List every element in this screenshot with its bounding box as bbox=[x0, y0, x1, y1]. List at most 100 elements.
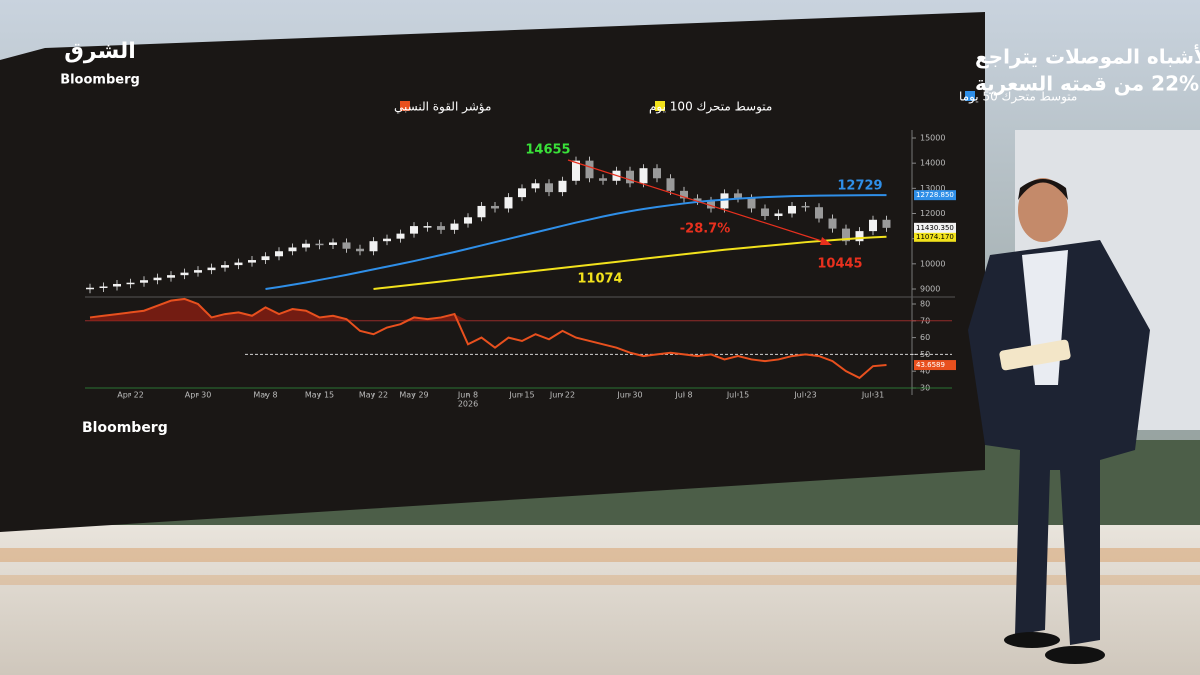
candle-body bbox=[99, 286, 108, 288]
candle-body bbox=[423, 226, 432, 228]
x-tick-label: Jul 23 bbox=[793, 391, 816, 400]
last-value-label: 11430.350 bbox=[916, 224, 954, 232]
y-tick-label: 12000 bbox=[920, 209, 945, 218]
light-strip bbox=[0, 575, 1200, 585]
y-tick-label: 10000 bbox=[920, 259, 945, 268]
rsi-tick-label: 60 bbox=[920, 333, 930, 342]
drop-arrow bbox=[567, 159, 829, 244]
x-tick-label: May 22 bbox=[359, 391, 388, 400]
legend-label: مؤشر القوة النسبي bbox=[394, 100, 491, 115]
last-value-box bbox=[914, 231, 956, 242]
shoe bbox=[1045, 646, 1105, 664]
series-line bbox=[89, 297, 887, 380]
candle-body bbox=[342, 242, 351, 249]
candle-body bbox=[518, 188, 526, 198]
legend-swatch bbox=[400, 101, 410, 111]
x-tick-label: Apr 22 bbox=[117, 391, 144, 400]
candle-body bbox=[599, 178, 607, 181]
screen bbox=[0, 12, 985, 532]
logo-arabic: الشرق bbox=[64, 39, 136, 64]
candle-body bbox=[383, 238, 391, 242]
candle-body bbox=[491, 205, 499, 209]
x-tick-label: May 8 bbox=[253, 391, 277, 400]
legend-swatch bbox=[655, 101, 665, 111]
legend-label: متوسط متحرك 50 يوما bbox=[959, 90, 1077, 105]
x-tick-label: Jun 22 bbox=[549, 391, 575, 400]
x-tick-label: Jun 30 bbox=[616, 391, 642, 400]
candle-body bbox=[261, 256, 270, 261]
candle-body bbox=[221, 265, 229, 268]
x-tick-label: Jun 8 bbox=[457, 391, 478, 400]
candle-body bbox=[126, 282, 135, 285]
candle-body bbox=[639, 168, 648, 184]
candle-body bbox=[788, 205, 796, 214]
candle-body bbox=[194, 270, 202, 273]
candle-body bbox=[369, 241, 378, 252]
head bbox=[1018, 178, 1068, 242]
candle-body bbox=[302, 243, 310, 248]
shoe bbox=[1004, 632, 1060, 648]
x-tick-label: Apr 30 bbox=[185, 391, 212, 400]
chart: مؤشر فيلادلفيا لأشباه الموصلات يتراجع 22%… bbox=[82, 44, 1200, 437]
candle-body bbox=[464, 217, 472, 224]
candle-body bbox=[653, 168, 661, 179]
x-tick-label: May 29 bbox=[399, 391, 428, 400]
candle-body bbox=[558, 180, 567, 193]
rsi-tick-label: 40 bbox=[920, 367, 930, 376]
y-tick-label: 13000 bbox=[920, 184, 945, 193]
y-tick-label: 9000 bbox=[920, 285, 940, 294]
candle-body bbox=[720, 193, 729, 209]
rsi-overbought-fill bbox=[90, 298, 887, 321]
legend-label: متوسط متحرك 100 يوم bbox=[649, 100, 772, 115]
candle-body bbox=[86, 287, 94, 290]
y-tick-label: 15000 bbox=[920, 134, 945, 143]
candle-body bbox=[180, 272, 189, 276]
candle-body bbox=[167, 275, 175, 278]
candle-body bbox=[828, 218, 837, 229]
annotation: 12729 bbox=[837, 179, 882, 194]
candle-body bbox=[666, 178, 675, 191]
candle-body bbox=[882, 219, 891, 228]
candle-body bbox=[477, 205, 486, 218]
series-line bbox=[265, 194, 887, 290]
candle-body bbox=[801, 205, 810, 208]
year-label: 2026 bbox=[458, 400, 478, 409]
arrow-head bbox=[820, 237, 832, 245]
annotation: 10445 bbox=[817, 257, 862, 272]
candle-body bbox=[572, 160, 580, 181]
presenter bbox=[968, 178, 1150, 664]
x-tick-label: Jul 15 bbox=[726, 391, 749, 400]
candle-body bbox=[140, 280, 148, 283]
chart-source: Bloomberg bbox=[82, 420, 168, 436]
candle-body bbox=[275, 251, 283, 257]
candle-body bbox=[396, 233, 405, 239]
x-tick-label: May 15 bbox=[305, 391, 334, 400]
annotation: -28.7% bbox=[680, 222, 731, 237]
candle-body bbox=[545, 183, 553, 193]
last-value-label: 43.6589 bbox=[916, 361, 945, 369]
candle-body bbox=[693, 198, 702, 201]
annotation: 14655 bbox=[525, 143, 570, 158]
candle-body bbox=[842, 228, 850, 242]
candle-body bbox=[234, 262, 243, 266]
candle-body bbox=[248, 260, 256, 263]
last-value-box bbox=[914, 360, 956, 371]
last-value-box bbox=[914, 222, 956, 233]
candle-body bbox=[356, 248, 364, 252]
x-tick-label: Jul 31 bbox=[861, 391, 884, 400]
candle-body bbox=[410, 226, 418, 234]
cards bbox=[999, 339, 1071, 371]
last-value-label: 11074.170 bbox=[916, 233, 954, 241]
candle-body bbox=[680, 190, 688, 199]
hair bbox=[1018, 179, 1068, 200]
last-value-box bbox=[914, 190, 956, 201]
candle-body bbox=[855, 231, 864, 242]
candle-body bbox=[207, 267, 216, 271]
candle-body bbox=[113, 283, 121, 287]
chart-title: 22% من قمته السعرية bbox=[975, 72, 1199, 96]
last-value-label: 12728.850 bbox=[916, 191, 954, 199]
light-strip bbox=[0, 548, 1200, 562]
candle-body bbox=[761, 208, 769, 217]
candle-body bbox=[707, 200, 715, 209]
